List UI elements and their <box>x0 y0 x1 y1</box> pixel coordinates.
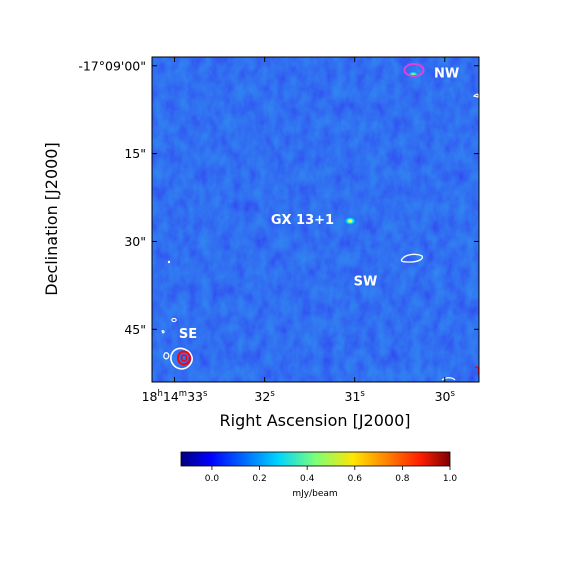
y-axis-ticks: -17°09'00" 15" 30" 45" <box>78 58 479 337</box>
x-tick-label: 18h14m33s <box>142 389 208 404</box>
edge-contour-white-2 <box>441 377 456 381</box>
edge-contour-red <box>474 366 479 375</box>
colorbar-label: mJy/beam <box>292 489 337 499</box>
colorbar-tick-label: 0.2 <box>252 474 266 484</box>
x-tick-label: 30s <box>435 389 456 404</box>
se-contour-white-4 <box>171 317 177 323</box>
contours-layer <box>161 63 479 381</box>
colorbar-tick-label: 0.6 <box>348 474 363 484</box>
source-label: NW <box>434 66 459 81</box>
colorbar-ticks: 0.0 0.2 0.4 0.6 0.8 1.0 <box>205 466 458 484</box>
plot-frame <box>151 56 480 383</box>
colorbar-gradient <box>180 451 451 467</box>
sw-contour-white <box>400 253 424 263</box>
colorbar-tick-label: 1.0 <box>443 474 458 484</box>
nw-contour-magenta <box>403 63 425 77</box>
radio-map: GX 13+1 NW SW SE <box>152 57 479 382</box>
colorbar-tick-label: 0.0 <box>205 474 220 484</box>
source-label: SW <box>354 274 378 289</box>
dot-contour <box>167 260 171 264</box>
x-axis-ticks: 18h14m33s 32s 31s 30s <box>142 57 456 404</box>
source-label: GX 13+1 <box>271 213 334 228</box>
se-contour-white-3 <box>161 330 165 334</box>
se-contour-red <box>177 350 191 366</box>
y-tick-label: 30" <box>124 234 146 249</box>
edge-contour-white-1 <box>472 93 479 98</box>
map-noise <box>152 57 479 382</box>
colorbar-tick-label: 0.8 <box>395 474 410 484</box>
x-tick-label: 31s <box>345 389 366 404</box>
colorbar: 0.0 0.2 0.4 0.6 0.8 1.0 mJy/beam <box>180 451 458 499</box>
y-tick-label: 15" <box>124 146 146 161</box>
y-axis-label: Declination [J2000] <box>42 142 61 295</box>
se-contour-white-outer <box>170 347 193 370</box>
x-axis-label: Right Ascension [J2000] <box>220 411 411 430</box>
se-contour-white-2 <box>163 352 170 360</box>
y-tick-label: -17°09'00" <box>78 58 146 73</box>
source-labels: GX 13+1 NW SW SE <box>179 66 459 342</box>
source-label: SE <box>179 327 197 342</box>
x-tick-label: 32s <box>254 389 275 404</box>
colorbar-tick-label: 0.4 <box>300 474 315 484</box>
y-tick-label: 45" <box>124 322 146 337</box>
source-gx13-peak <box>348 219 353 223</box>
se-contour-red-inner <box>180 354 188 362</box>
